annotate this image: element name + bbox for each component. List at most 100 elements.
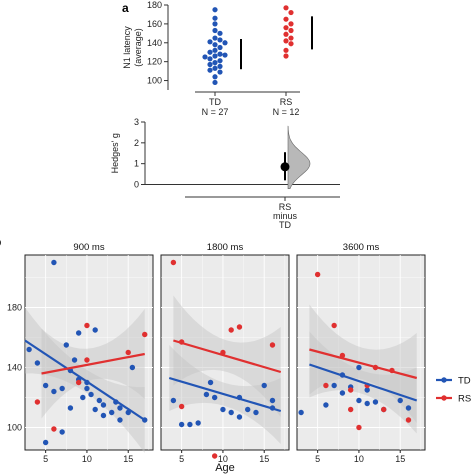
swarm-point-rs <box>288 41 294 47</box>
swarm-point-td <box>217 30 223 36</box>
age-x-tick-label: 10 <box>354 454 364 464</box>
swarm-group-label: RS <box>280 97 293 107</box>
age-point-td <box>356 364 362 371</box>
age-point-rs <box>84 357 90 363</box>
age-x-axis-title: Age <box>215 462 235 474</box>
swarm-point-rs <box>283 16 289 22</box>
age-point-td <box>51 259 57 266</box>
age-point-td <box>211 394 218 401</box>
age-point-td <box>34 360 41 366</box>
age-point-td <box>109 409 115 416</box>
swarm-point-td <box>212 35 218 41</box>
swarm-point-rs <box>283 31 289 37</box>
age-point-td <box>117 417 123 423</box>
age-point-rs <box>34 399 41 405</box>
effect-y-tick-label: 0 <box>134 180 139 190</box>
age-point-td <box>92 327 98 333</box>
age-point-td <box>405 405 412 411</box>
age-point-td <box>178 421 185 428</box>
swarm-point-td <box>217 69 223 75</box>
age-point-td <box>269 397 276 404</box>
age-y-tick-label: 140 <box>7 363 22 373</box>
effect-y-tick-label: 3 <box>134 117 139 127</box>
age-point-rs <box>228 327 234 333</box>
age-point-td <box>71 357 78 363</box>
age-point-td <box>339 390 346 396</box>
age-panel-1: 1800 ms 5 10 15 <box>160 238 290 464</box>
age-point-td <box>364 400 370 407</box>
age-point-rs <box>323 382 329 389</box>
age-point-td <box>356 397 362 404</box>
age-point-td <box>261 382 267 389</box>
swarm-point-rs <box>283 5 289 11</box>
swarm-y-tick-label: 120 <box>147 57 162 67</box>
swarm-point-td <box>212 65 218 71</box>
effect-x-label-line: minus <box>273 211 298 221</box>
age-panel-title: 900 ms <box>73 242 104 253</box>
swarm-point-td <box>202 54 208 60</box>
age-fit-line-td <box>168 376 282 413</box>
swarm-y-axis-title: N1 latency(average) <box>122 26 143 69</box>
age-point-rs <box>314 271 321 278</box>
age-point-td <box>100 402 107 408</box>
age-point-td <box>228 409 234 416</box>
swarm-y-tick-label: 100 <box>147 76 162 86</box>
age-point-td <box>220 406 226 413</box>
age-point-rs <box>51 426 57 432</box>
age-x-tick-label: 15 <box>123 454 133 464</box>
age-panel-strip <box>25 238 153 255</box>
age-fit-line-td <box>309 363 418 402</box>
age-point-td <box>117 405 123 411</box>
legend-marker-rs <box>441 395 447 401</box>
age-point-rs <box>75 379 82 386</box>
effect-y-tick-label: 1 <box>134 159 139 169</box>
swarm-point-td <box>217 44 223 51</box>
age-point-td <box>170 397 177 404</box>
swarm-point-td <box>217 51 223 57</box>
age-point-td <box>207 379 214 386</box>
age-point-td <box>245 406 251 413</box>
age-point-td <box>129 364 136 371</box>
legend-label-rs: RS <box>458 394 471 405</box>
swarm-point-rs <box>288 35 294 41</box>
swarm-point-td <box>217 63 223 69</box>
age-point-rs <box>331 322 337 329</box>
age-panel-2: 3600 ms 5 10 15 <box>296 238 426 464</box>
age-point-td <box>42 382 49 389</box>
swarm-point-td <box>207 39 213 45</box>
swarm-point-rs <box>283 47 289 53</box>
swarm-point-rs <box>283 38 289 44</box>
panel-label-a: a <box>122 1 129 15</box>
swarm-point-td <box>212 79 218 86</box>
age-point-rs <box>356 424 362 431</box>
age-x-tick-label: 10 <box>218 454 228 464</box>
age-point-rs <box>269 342 276 348</box>
age-x-tick-label: 10 <box>82 454 92 464</box>
swarm-point-td <box>207 67 213 73</box>
age-fit-line-rs <box>309 348 418 380</box>
swarm-point-td <box>207 56 213 62</box>
legend-label-td: TD <box>458 376 471 387</box>
age-y-tick-label: 100 <box>7 423 22 433</box>
swarm-point-rs <box>288 9 294 16</box>
age-point-td <box>323 402 329 408</box>
age-point-td <box>84 385 90 392</box>
age-point-td <box>397 397 403 404</box>
age-point-rs <box>170 259 177 266</box>
age-panel-title: 1800 ms <box>207 242 244 253</box>
effect-x-label-line: RS <box>279 202 292 212</box>
swarm-point-td <box>212 7 218 13</box>
age-point-rs <box>142 331 148 338</box>
swarm-point-td <box>222 40 228 46</box>
age-point-rs <box>84 322 90 329</box>
swarm-point-td <box>207 61 213 68</box>
age-x-tick-label: 5 <box>179 454 184 464</box>
age-panel-0: 900 ms 5 10 15 <box>24 238 154 464</box>
swarm-point-td <box>212 74 218 80</box>
age-point-td <box>195 420 201 426</box>
swarm-point-rs <box>288 21 294 27</box>
age-point-td <box>100 412 107 419</box>
swarm-point-td <box>212 15 218 21</box>
age-point-td <box>203 391 210 398</box>
